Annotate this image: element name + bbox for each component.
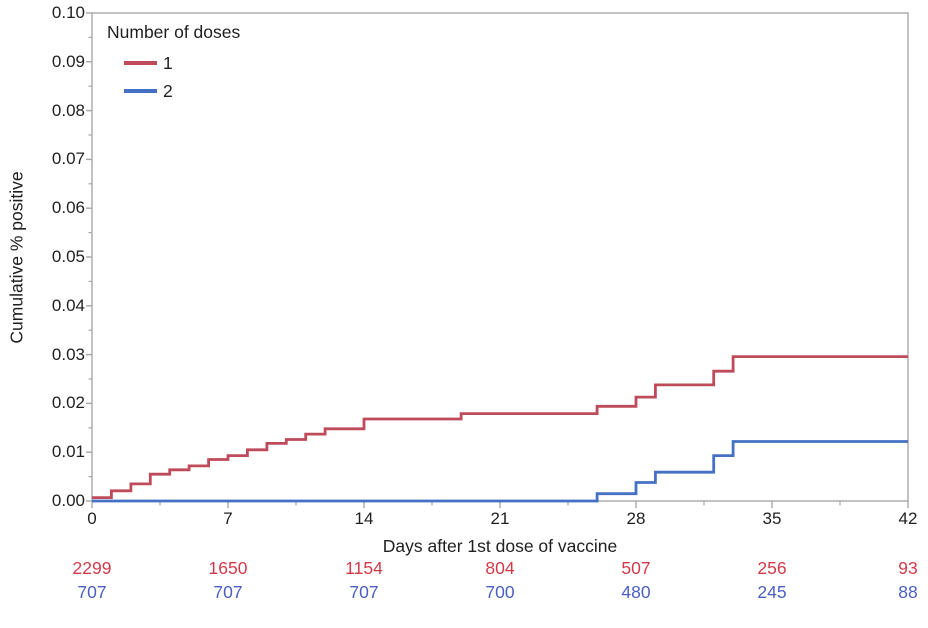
y-tick-label: 0.00: [51, 491, 85, 510]
y-tick-label: 0.08: [51, 100, 85, 120]
legend-item-dose2: 2: [107, 77, 240, 105]
y-tick-label: 0.04: [51, 295, 85, 315]
legend-title: Number of doses: [107, 22, 241, 42]
x-tick-label: 0: [87, 509, 97, 528]
at-risk-count-dose-2: 480: [621, 582, 651, 602]
at-risk-count-dose-1: 1154: [345, 558, 383, 578]
series-line-dose-1: [92, 355, 908, 499]
y-tick-label: 0.10: [51, 3, 85, 22]
x-tick-label: 35: [762, 509, 782, 528]
at-risk-count-dose-1: 93: [898, 558, 918, 578]
x-tick-label: 7: [223, 509, 233, 528]
legend: Number of doses 1 2: [107, 22, 240, 105]
y-axis-label: Cumulative % positive: [6, 171, 27, 344]
at-risk-count-dose-2: 88: [898, 582, 918, 602]
x-tick-label: 42: [898, 509, 918, 528]
legend-label-dose2: 2: [163, 80, 173, 101]
x-axis-label: Days after 1st dose of vaccine: [382, 536, 618, 556]
legend-item-dose1: 1: [107, 49, 240, 77]
y-tick-label: 0.05: [51, 247, 85, 266]
series-line-dose-2: [92, 440, 908, 503]
legend-label-dose1: 1: [163, 52, 173, 73]
y-tick-label: 0.02: [51, 393, 85, 413]
y-tick-label: 0.09: [51, 51, 85, 71]
at-risk-count-dose-2: 700: [485, 582, 515, 602]
y-tick-label: 0.03: [51, 344, 85, 364]
x-tick-label: 14: [354, 509, 374, 528]
at-risk-count-dose-1: 1650: [208, 558, 248, 578]
at-risk-count-dose-2: 707: [349, 582, 379, 602]
at-risk-count-dose-1: 804: [485, 558, 515, 578]
at-risk-count-dose-2: 707: [77, 582, 107, 602]
at-risk-count-dose-2: 707: [213, 582, 243, 602]
at-risk-count-dose-2: 245: [757, 582, 787, 602]
x-tick-label: 28: [626, 509, 646, 528]
x-tick-label: 21: [490, 509, 510, 528]
at-risk-count-dose-1: 2299: [72, 558, 112, 578]
y-tick-label: 0.06: [51, 198, 85, 218]
y-tick-label: 0.07: [51, 149, 85, 169]
at-risk-count-dose-1: 507: [621, 558, 651, 578]
at-risk-count-dose-1: 256: [757, 558, 787, 578]
y-tick-label: 0.01: [51, 442, 85, 462]
dose1-line-swatch: [124, 61, 157, 65]
dose2-line-swatch: [124, 89, 157, 93]
